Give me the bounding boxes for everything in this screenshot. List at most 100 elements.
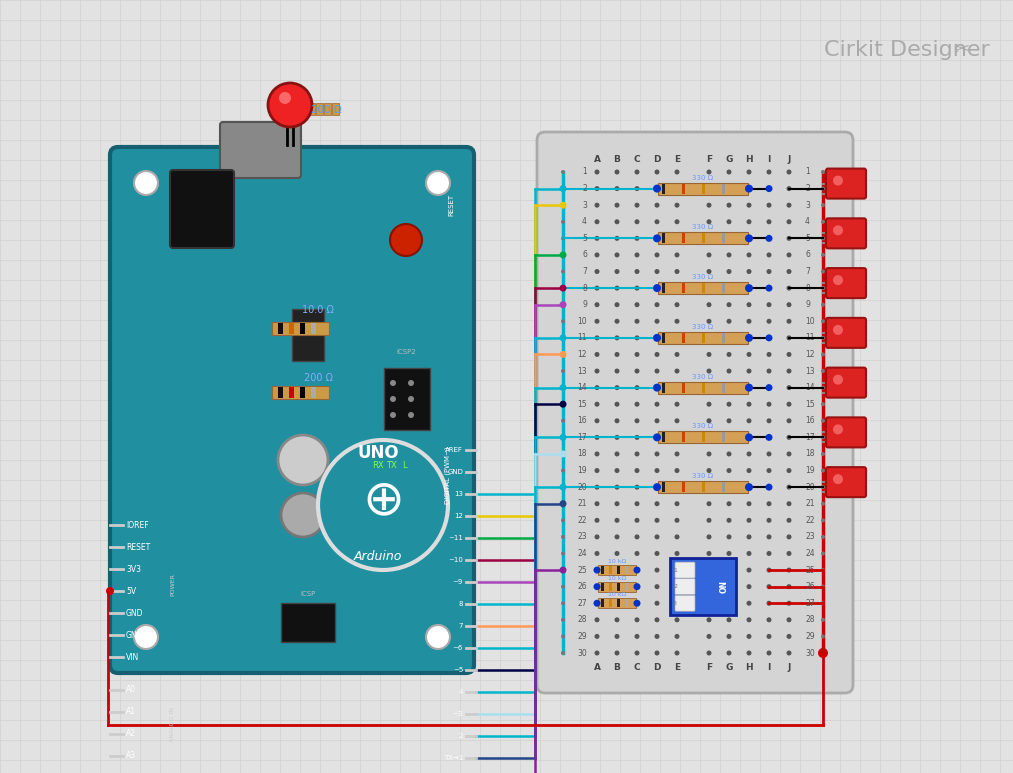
Circle shape bbox=[634, 435, 639, 440]
Circle shape bbox=[767, 551, 772, 556]
Bar bbox=[311, 387, 316, 398]
Circle shape bbox=[767, 302, 772, 307]
Circle shape bbox=[634, 335, 639, 340]
Text: 13: 13 bbox=[454, 491, 463, 497]
Text: E: E bbox=[674, 662, 680, 672]
Text: 26: 26 bbox=[577, 582, 587, 591]
Bar bbox=[702, 283, 705, 293]
Circle shape bbox=[561, 237, 565, 240]
Text: 8: 8 bbox=[805, 284, 809, 293]
Bar bbox=[625, 583, 628, 591]
Circle shape bbox=[595, 402, 600, 407]
Circle shape bbox=[821, 618, 825, 621]
Circle shape bbox=[766, 235, 773, 242]
Text: G: G bbox=[725, 155, 732, 165]
Text: POWER: POWER bbox=[170, 574, 175, 597]
Circle shape bbox=[706, 186, 711, 191]
Bar bbox=[311, 323, 316, 334]
Circle shape bbox=[706, 451, 711, 457]
Circle shape bbox=[821, 519, 825, 523]
Circle shape bbox=[561, 651, 565, 655]
Text: 5: 5 bbox=[805, 234, 809, 243]
FancyBboxPatch shape bbox=[658, 332, 748, 344]
Bar bbox=[316, 103, 323, 115]
FancyBboxPatch shape bbox=[537, 132, 853, 693]
Circle shape bbox=[786, 352, 791, 357]
Circle shape bbox=[726, 651, 731, 656]
Text: J: J bbox=[787, 662, 791, 672]
Bar bbox=[617, 599, 620, 608]
Circle shape bbox=[595, 352, 600, 357]
Circle shape bbox=[726, 220, 731, 224]
Circle shape bbox=[821, 203, 825, 207]
Circle shape bbox=[561, 419, 565, 423]
Text: 27: 27 bbox=[805, 599, 814, 608]
Circle shape bbox=[561, 186, 565, 191]
Circle shape bbox=[615, 220, 620, 224]
Text: 6: 6 bbox=[805, 250, 809, 260]
Text: 30: 30 bbox=[577, 649, 587, 658]
Text: 25: 25 bbox=[805, 566, 814, 574]
Circle shape bbox=[675, 634, 680, 639]
Circle shape bbox=[767, 352, 772, 357]
Circle shape bbox=[561, 270, 565, 274]
Circle shape bbox=[821, 502, 825, 506]
Text: ~11: ~11 bbox=[448, 535, 463, 541]
Circle shape bbox=[821, 170, 825, 174]
Circle shape bbox=[706, 302, 711, 307]
Text: D: D bbox=[653, 155, 660, 165]
Circle shape bbox=[654, 485, 659, 489]
Circle shape bbox=[726, 302, 731, 307]
Text: GND: GND bbox=[447, 469, 463, 475]
Circle shape bbox=[726, 369, 731, 373]
Circle shape bbox=[767, 236, 772, 241]
Text: 8: 8 bbox=[459, 601, 463, 607]
Text: ~9: ~9 bbox=[453, 579, 463, 585]
Circle shape bbox=[786, 203, 791, 208]
Bar bbox=[702, 383, 705, 393]
Circle shape bbox=[426, 625, 450, 649]
Circle shape bbox=[747, 335, 752, 340]
Bar bbox=[663, 283, 665, 293]
Text: G: G bbox=[725, 662, 732, 672]
Bar bbox=[702, 482, 705, 492]
Circle shape bbox=[634, 567, 639, 573]
Circle shape bbox=[675, 468, 680, 473]
Circle shape bbox=[726, 318, 731, 324]
Circle shape bbox=[634, 285, 639, 291]
Circle shape bbox=[726, 203, 731, 208]
Circle shape bbox=[675, 220, 680, 224]
Circle shape bbox=[821, 220, 825, 223]
Text: 24: 24 bbox=[577, 549, 587, 558]
Circle shape bbox=[747, 318, 752, 324]
Circle shape bbox=[595, 369, 600, 373]
Circle shape bbox=[675, 618, 680, 622]
Text: 7: 7 bbox=[805, 267, 809, 276]
Circle shape bbox=[833, 474, 843, 484]
Bar bbox=[663, 432, 665, 442]
Text: 10.0 Ω: 10.0 Ω bbox=[302, 305, 334, 315]
Circle shape bbox=[821, 303, 825, 307]
Circle shape bbox=[675, 186, 680, 191]
Circle shape bbox=[634, 220, 639, 224]
Circle shape bbox=[595, 285, 600, 291]
Text: Arduino: Arduino bbox=[354, 550, 402, 564]
Text: 22: 22 bbox=[577, 516, 587, 525]
Circle shape bbox=[766, 484, 773, 491]
Circle shape bbox=[559, 484, 566, 491]
Circle shape bbox=[821, 186, 825, 191]
Circle shape bbox=[786, 335, 791, 340]
Circle shape bbox=[559, 500, 566, 507]
Circle shape bbox=[615, 352, 620, 357]
Circle shape bbox=[821, 651, 825, 655]
Bar bbox=[663, 383, 665, 393]
Text: C: C bbox=[634, 662, 640, 672]
Circle shape bbox=[747, 435, 752, 440]
Text: C: C bbox=[634, 155, 640, 165]
Circle shape bbox=[654, 584, 659, 589]
Circle shape bbox=[634, 269, 639, 274]
Text: 19: 19 bbox=[805, 466, 814, 475]
Circle shape bbox=[595, 601, 600, 606]
Text: 15: 15 bbox=[805, 400, 814, 409]
Text: 21: 21 bbox=[805, 499, 814, 508]
